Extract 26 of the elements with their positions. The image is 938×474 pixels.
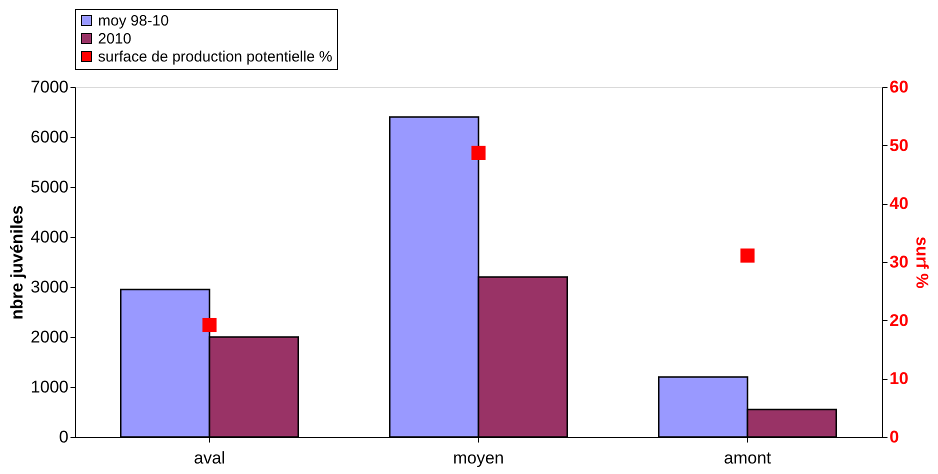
- y2-tick-label: 10: [890, 369, 908, 388]
- y-tick-label: 6000: [30, 128, 68, 146]
- y-tick-label: 5000: [30, 178, 68, 196]
- legend-label: 2010: [98, 30, 132, 48]
- y-tick-label: 4000: [30, 228, 68, 246]
- legend-label: moy 98-10: [98, 12, 169, 30]
- y2-tick-label: 60: [890, 78, 908, 96]
- y2-tick-label: 30: [890, 252, 908, 272]
- point: [471, 146, 486, 160]
- x-tick-label: amont: [724, 448, 772, 468]
- y-tick-label: 7000: [30, 78, 68, 96]
- y-tick-label: 1000: [30, 378, 68, 396]
- y-tick-label: 0: [59, 428, 68, 446]
- y2-tick-label: 50: [890, 136, 908, 155]
- point: [202, 318, 217, 332]
- y-tick-label: 2000: [30, 328, 68, 346]
- x-tick-label: moyen: [452, 448, 504, 468]
- y-tick-label: 3000: [30, 278, 68, 296]
- y2-tick-label: 40: [890, 194, 908, 214]
- y2-axis-title: surf %: [912, 236, 932, 288]
- y-axis-title: nbre juvéniles: [8, 205, 27, 320]
- y2-tick-label: 0: [890, 428, 899, 446]
- legend-label: surface de production potentielle %: [98, 48, 332, 66]
- point: [740, 248, 755, 263]
- x-tick-label: aval: [194, 448, 226, 468]
- y2-tick-label: 20: [890, 310, 908, 330]
